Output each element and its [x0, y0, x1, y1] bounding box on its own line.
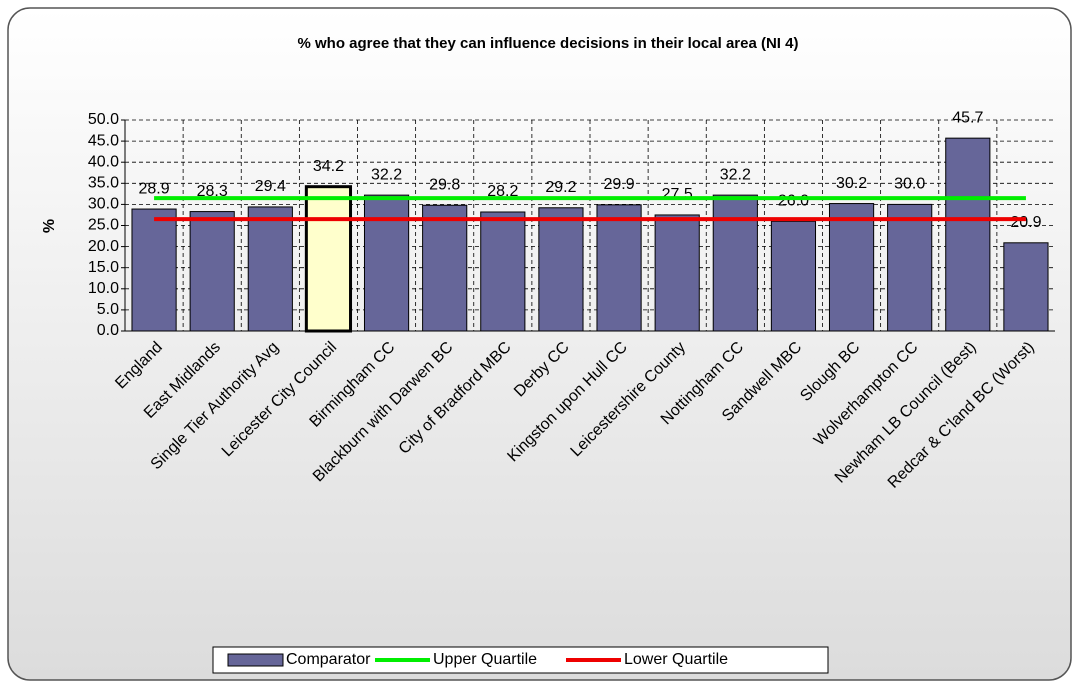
bar: [538, 207, 584, 332]
value-label: 29.2: [545, 179, 576, 196]
value-label: 27.5: [662, 186, 693, 203]
y-tick-label: 15.0: [88, 259, 119, 276]
value-label: 32.2: [720, 166, 751, 183]
bar: [887, 203, 933, 332]
legend-label: Lower Quartile: [624, 651, 728, 668]
bar: [247, 206, 293, 332]
value-label: 29.9: [603, 176, 634, 193]
legend-swatch: [227, 653, 284, 667]
bar: [189, 211, 235, 332]
y-tick-label: 10.0: [88, 280, 119, 297]
bar: [828, 203, 875, 332]
value-label: 30.0: [894, 176, 925, 193]
y-tick-label: 25.0: [88, 217, 119, 234]
y-tick-label: 0.0: [97, 322, 119, 339]
bar: [131, 208, 177, 332]
bar: [480, 211, 526, 332]
bar: [654, 214, 700, 332]
y-tick-label: 35.0: [88, 175, 119, 192]
frame: [7, 7, 1072, 681]
bar: [363, 194, 410, 332]
y-tick-label: 40.0: [88, 153, 119, 170]
legend: [212, 646, 829, 674]
value-label: 20.9: [1010, 214, 1041, 231]
value-label: 26.0: [778, 192, 809, 209]
y-tick-label: 50.0: [88, 111, 119, 128]
legend-label: Upper Quartile: [433, 651, 537, 668]
chart-title: % who agree that they can influence deci…: [298, 35, 799, 52]
value-label: 45.7: [952, 109, 983, 126]
value-label: 29.8: [429, 176, 460, 193]
y-tick-label: 5.0: [97, 301, 119, 318]
value-label: 28.3: [197, 183, 228, 200]
value-label: 28.9: [138, 180, 169, 197]
y-axis-label: %: [41, 219, 58, 233]
bar: [770, 220, 817, 332]
value-label: 34.2: [313, 158, 344, 175]
value-label: 28.2: [487, 183, 518, 200]
legend-label: Comparator: [286, 651, 371, 668]
bar: [422, 204, 468, 332]
bar: [304, 185, 353, 333]
bar: [945, 137, 991, 332]
value-label: 29.4: [255, 178, 286, 195]
y-tick-label: 20.0: [88, 238, 119, 255]
y-tick-label: 45.0: [88, 132, 119, 149]
bar: [1003, 242, 1049, 332]
y-tick-label: 30.0: [88, 196, 119, 213]
bar: [712, 194, 758, 332]
value-label: 32.2: [371, 166, 402, 183]
bar: [596, 204, 642, 332]
value-label: 30.2: [836, 175, 867, 192]
